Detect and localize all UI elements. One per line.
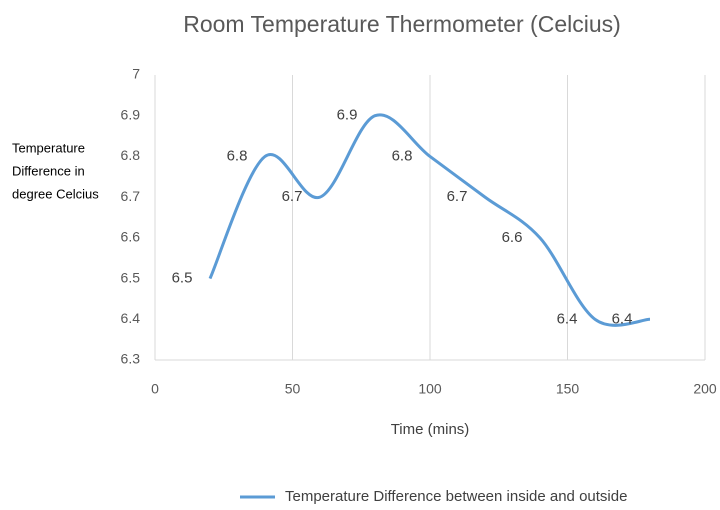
data-label: 6.6: [502, 229, 523, 246]
y-axis-label: degree Celcius: [12, 186, 99, 201]
data-label: 6.8: [392, 147, 413, 164]
x-tick-label: 200: [693, 381, 717, 397]
data-label: 6.7: [447, 188, 468, 205]
x-tick-label: 100: [418, 381, 442, 397]
chart-title: Room Temperature Thermometer (Celcius): [183, 11, 621, 37]
y-tick-label: 6.4: [121, 310, 141, 326]
y-tick-label: 6.5: [121, 269, 141, 285]
data-label: 6.7: [282, 188, 303, 205]
data-label: 6.9: [337, 107, 358, 124]
line: [208, 113, 651, 327]
data-label: 6.5: [172, 270, 193, 287]
legend-label: Temperature Difference between inside an…: [285, 488, 627, 505]
y-tick-label: 6.3: [121, 351, 141, 367]
y-tick-label: 6.9: [121, 106, 141, 122]
data-label: 6.8: [227, 147, 248, 164]
y-axis-label: Temperature: [12, 140, 85, 155]
x-tick-label: 150: [556, 381, 580, 397]
x-tick-label: 50: [285, 381, 301, 397]
data-label: 6.4: [557, 310, 578, 327]
y-tick-label: 6.6: [121, 229, 141, 245]
y-tick-label: 7: [132, 66, 140, 82]
x-axis-label: Time (mins): [391, 421, 470, 438]
data-label: 6.4: [612, 310, 633, 327]
y-axis-label: Difference in: [12, 163, 85, 178]
y-tick-label: 6.7: [121, 188, 141, 204]
x-tick-label: 0: [151, 381, 159, 397]
y-tick-label: 6.8: [121, 147, 141, 163]
